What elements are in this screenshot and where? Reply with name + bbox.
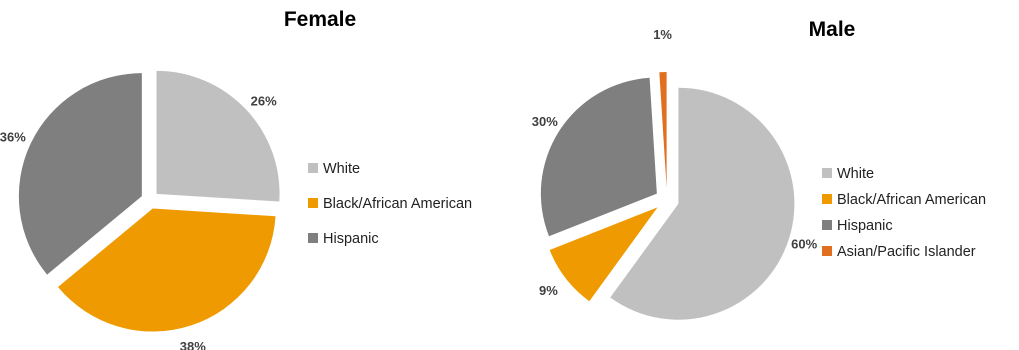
female-legend-label-black-african-american: Black/African American (323, 196, 472, 212)
female-legend-swatch-hispanic (308, 233, 318, 243)
female-legend-swatch-white (308, 163, 318, 173)
female-legend-label-hispanic: Hispanic (323, 231, 379, 247)
female-pie-slices (18, 70, 280, 332)
female-legend-label-white: White (323, 161, 360, 177)
male-data-label-hispanic: 30% (532, 114, 558, 129)
female-data-label-black-african-american: 38% (180, 339, 206, 350)
male-data-label-asian-pacific-islander: 1% (653, 27, 672, 42)
male-pie-labels: 60% 9% 30% 1% (532, 27, 818, 298)
male-legend-label-white: White (837, 166, 874, 182)
male-legend: White Black/African American Hispanic Asian… (822, 166, 986, 260)
female-legend-swatch-black-african-american (308, 198, 318, 208)
female-chart-title: Female (284, 8, 356, 31)
male-pie-chart: Male 60% 9% 30% 1% White Black/African Ameri… (532, 18, 986, 320)
male-chart-title: Male (809, 18, 856, 41)
male-slice-asian-pacific-islander (659, 72, 667, 189)
male-slice-white (610, 87, 795, 320)
male-legend-swatch-white (822, 168, 832, 178)
male-legend-swatch-hispanic (822, 220, 832, 230)
female-legend: White Black/African American Hispanic (308, 161, 472, 247)
male-legend-swatch-black-african-american (822, 194, 832, 204)
male-legend-label-hispanic: Hispanic (837, 218, 893, 234)
male-data-label-white: 60% (791, 236, 817, 251)
female-pie-chart: Female 26% 38% 36% White Black/African Amer… (0, 8, 472, 350)
female-slice-white (156, 70, 280, 202)
female-slice-black-african-american (58, 208, 276, 332)
female-slice-hispanic (18, 73, 142, 275)
female-pie-labels: 26% 38% 36% (0, 94, 277, 350)
male-legend-swatch-asian-pacific-islander (822, 246, 832, 256)
male-slice-black-african-american (549, 207, 658, 302)
female-data-label-white: 26% (251, 94, 277, 109)
male-pie-slices (540, 72, 795, 320)
male-legend-label-asian-pacific-islander: Asian/Pacific Islander (837, 244, 976, 260)
male-slice-hispanic (540, 77, 657, 237)
male-data-label-black-african-american: 9% (539, 283, 558, 298)
male-legend-label-black-african-american: Black/African American (837, 192, 986, 208)
female-data-label-hispanic: 36% (0, 129, 26, 144)
